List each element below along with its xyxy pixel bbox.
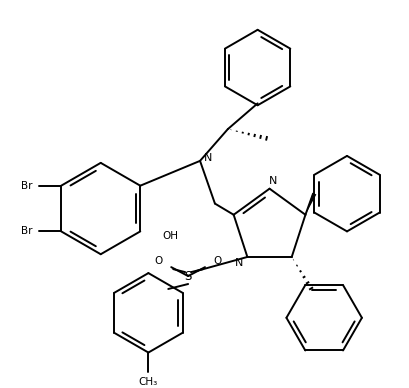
Text: N: N — [235, 258, 243, 268]
Text: Br: Br — [20, 181, 32, 191]
Text: N: N — [203, 153, 211, 163]
Text: Br: Br — [20, 226, 32, 236]
Text: OH: OH — [162, 231, 178, 241]
Text: S: S — [184, 270, 191, 282]
Text: CH₃: CH₃ — [138, 378, 157, 387]
Text: O: O — [213, 256, 222, 266]
Text: N: N — [269, 176, 277, 186]
Polygon shape — [305, 193, 316, 215]
Text: O: O — [154, 256, 162, 266]
